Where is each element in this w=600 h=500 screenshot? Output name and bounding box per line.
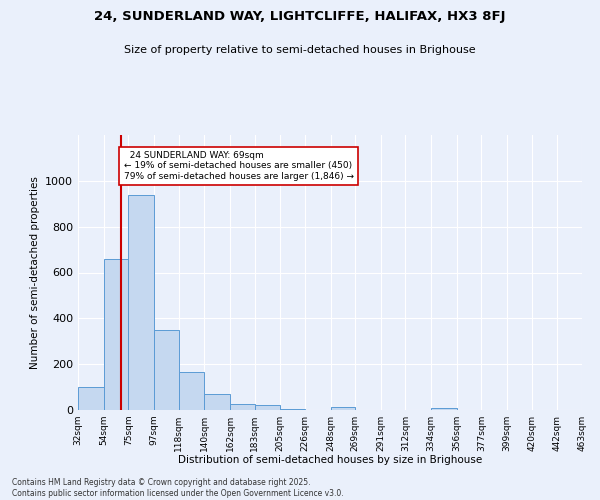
Text: 24 SUNDERLAND WAY: 69sqm
← 19% of semi-detached houses are smaller (450)
79% of : 24 SUNDERLAND WAY: 69sqm ← 19% of semi-d… xyxy=(124,151,353,181)
Text: Contains HM Land Registry data © Crown copyright and database right 2025.
Contai: Contains HM Land Registry data © Crown c… xyxy=(12,478,344,498)
Bar xyxy=(331,406,355,410)
Text: Size of property relative to semi-detached houses in Brighouse: Size of property relative to semi-detach… xyxy=(124,45,476,55)
Bar xyxy=(104,259,128,410)
Bar xyxy=(128,194,154,410)
Bar xyxy=(154,330,179,410)
Text: Distribution of semi-detached houses by size in Brighouse: Distribution of semi-detached houses by … xyxy=(178,455,482,465)
Bar xyxy=(431,408,457,410)
Text: 24, SUNDERLAND WAY, LIGHTCLIFFE, HALIFAX, HX3 8FJ: 24, SUNDERLAND WAY, LIGHTCLIFFE, HALIFAX… xyxy=(94,10,506,23)
Bar xyxy=(254,406,280,410)
Bar xyxy=(230,404,254,410)
Y-axis label: Number of semi-detached properties: Number of semi-detached properties xyxy=(29,176,40,369)
Bar xyxy=(179,372,204,410)
Bar xyxy=(204,394,230,410)
Bar xyxy=(280,409,305,410)
Bar xyxy=(78,387,104,410)
